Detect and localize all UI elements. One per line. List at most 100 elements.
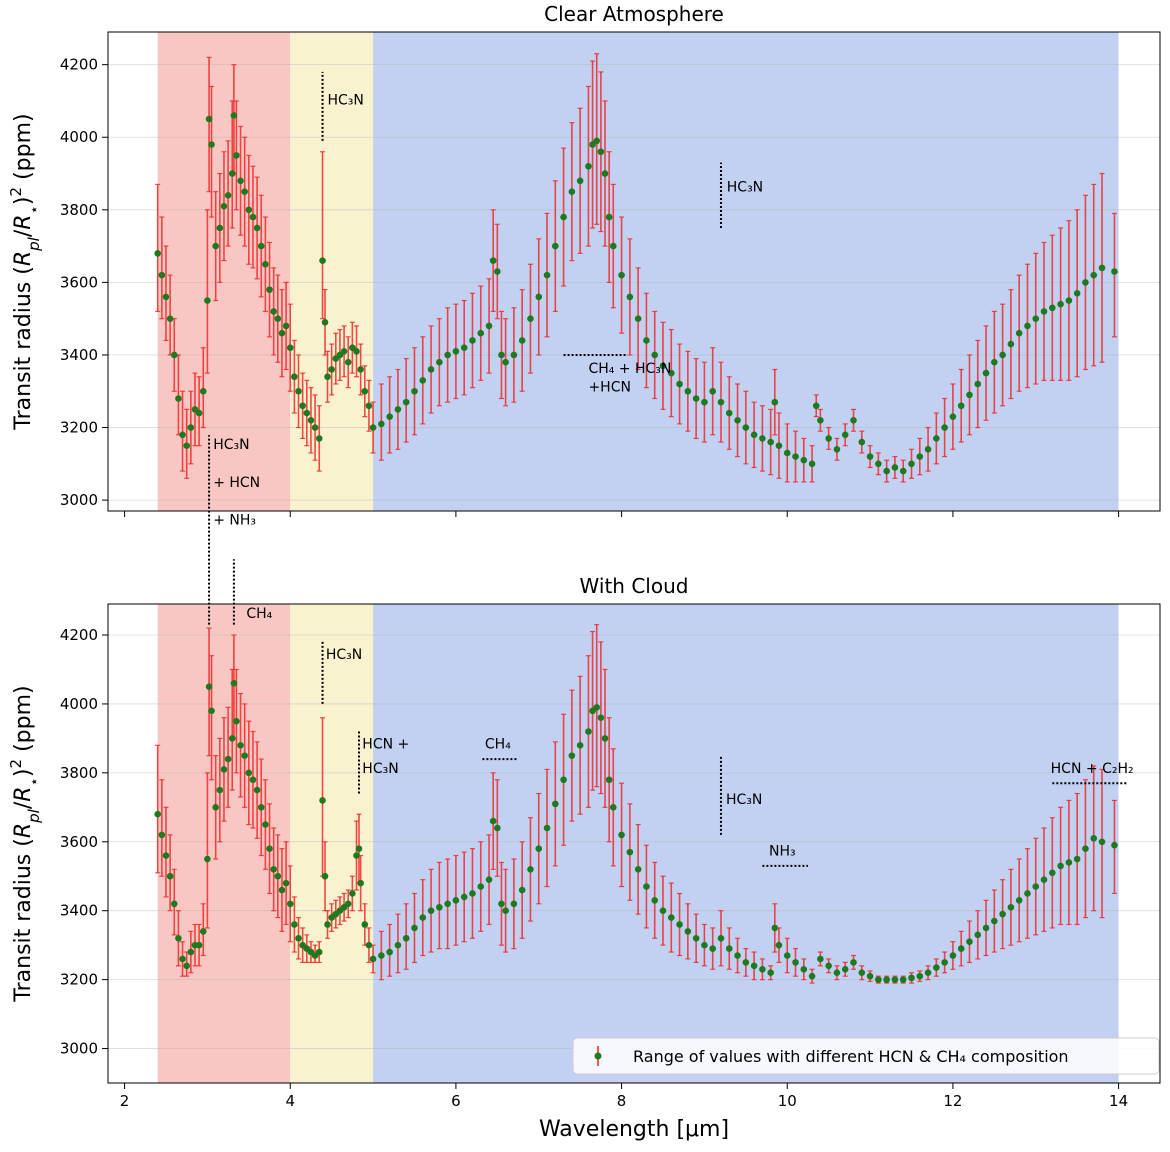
data-point-12 bbox=[204, 297, 211, 304]
data-point-30 bbox=[270, 866, 277, 873]
y-tick-label-5: 4000 bbox=[60, 695, 98, 713]
data-point-89 bbox=[609, 242, 617, 250]
data-point-29 bbox=[266, 845, 273, 852]
y-axis-label: Transit radius (Rpl/R⋆)2 (ppm) bbox=[7, 685, 43, 1002]
data-point-116 bbox=[817, 416, 824, 424]
y-tick-label-2: 3400 bbox=[60, 902, 98, 920]
data-point-38 bbox=[303, 409, 311, 417]
data-point-50 bbox=[349, 890, 356, 897]
data-point-56 bbox=[378, 420, 385, 428]
chart-title: With Cloud bbox=[580, 574, 689, 598]
data-point-82 bbox=[576, 177, 584, 185]
data-point-133 bbox=[957, 945, 965, 952]
legend-label: Range of values with different HCN & CH₄… bbox=[633, 1047, 1069, 1066]
data-point-33 bbox=[282, 322, 290, 330]
data-point-129 bbox=[924, 446, 932, 453]
data-point-76 bbox=[518, 886, 526, 894]
data-point-80 bbox=[552, 800, 559, 808]
data-point-20 bbox=[230, 112, 238, 119]
data-point-43 bbox=[321, 319, 329, 326]
data-point-109 bbox=[771, 398, 779, 406]
data-point-81 bbox=[560, 776, 567, 784]
annotation-label-4: CH₄ bbox=[485, 737, 511, 753]
data-point-56 bbox=[369, 955, 377, 963]
chart-title: Clear Atmosphere bbox=[544, 2, 724, 26]
data-point-8 bbox=[187, 424, 195, 431]
data-point-112 bbox=[783, 952, 791, 959]
data-point-32 bbox=[278, 329, 286, 337]
data-point-72 bbox=[494, 824, 501, 832]
wavelength-band-1 bbox=[290, 604, 374, 1083]
data-point-92 bbox=[634, 315, 642, 322]
wavelength-band-2 bbox=[373, 604, 1119, 1083]
data-point-22 bbox=[237, 741, 244, 749]
annotation-label-6: NH₃ bbox=[769, 844, 796, 860]
data-point-123 bbox=[875, 976, 882, 983]
data-point-21 bbox=[233, 152, 240, 159]
data-point-11 bbox=[199, 387, 207, 395]
data-point-60 bbox=[411, 387, 418, 395]
data-point-71 bbox=[489, 817, 497, 825]
data-point-94 bbox=[643, 883, 650, 890]
data-point-3 bbox=[166, 315, 174, 322]
data-point-93 bbox=[643, 337, 650, 344]
data-point-86 bbox=[593, 704, 601, 711]
data-point-100 bbox=[701, 398, 708, 406]
data-point-102 bbox=[709, 945, 716, 952]
data-point-78 bbox=[543, 271, 551, 279]
data-point-113 bbox=[792, 959, 799, 966]
data-point-13 bbox=[205, 683, 213, 691]
x-tick-label-0: 2 bbox=[120, 1092, 130, 1110]
data-point-126 bbox=[899, 976, 907, 983]
data-point-127 bbox=[908, 460, 915, 468]
data-point-44 bbox=[324, 921, 331, 928]
data-point-120 bbox=[850, 959, 857, 966]
data-point-88 bbox=[601, 735, 609, 742]
data-point-57 bbox=[378, 952, 385, 959]
data-point-124 bbox=[883, 976, 890, 983]
y-tick-label-1: 3200 bbox=[60, 419, 98, 437]
data-point-74 bbox=[510, 351, 518, 359]
data-point-119 bbox=[841, 965, 849, 973]
annotation-label-2-line2: +HCN bbox=[588, 379, 631, 395]
data-point-32 bbox=[278, 886, 286, 894]
y-tick-label-5: 4000 bbox=[60, 128, 98, 146]
data-point-148 bbox=[1082, 279, 1089, 286]
x-tick-label-6: 14 bbox=[1109, 1092, 1128, 1110]
data-point-10 bbox=[195, 941, 203, 949]
data-point-98 bbox=[684, 387, 692, 395]
data-point-89 bbox=[605, 776, 613, 784]
data-point-21 bbox=[233, 717, 240, 725]
data-point-139 bbox=[1007, 903, 1015, 911]
data-point-129 bbox=[924, 969, 932, 977]
data-point-122 bbox=[866, 972, 874, 980]
annotation-label-5: HC₃N bbox=[726, 792, 762, 808]
data-point-117 bbox=[825, 435, 832, 442]
data-point-61 bbox=[419, 377, 427, 384]
data-point-144 bbox=[1049, 304, 1056, 312]
data-point-137 bbox=[991, 358, 998, 366]
data-point-151 bbox=[1111, 841, 1118, 849]
wavelength-band-1 bbox=[290, 32, 374, 511]
data-point-100 bbox=[692, 934, 700, 942]
data-point-130 bbox=[933, 435, 940, 442]
wavelength-band-0 bbox=[157, 604, 291, 1083]
data-point-25 bbox=[249, 213, 257, 221]
y-tick-label-6: 4200 bbox=[60, 626, 98, 644]
annotation-label-2: HC₃N bbox=[326, 647, 362, 663]
data-point-94 bbox=[651, 351, 659, 359]
data-point-140 bbox=[1015, 329, 1023, 337]
y-tick-label-3: 3600 bbox=[60, 833, 98, 851]
data-point-111 bbox=[783, 449, 791, 457]
data-point-147 bbox=[1073, 289, 1081, 297]
data-point-73 bbox=[502, 358, 509, 366]
data-point-27 bbox=[257, 242, 265, 250]
data-point-144 bbox=[1049, 869, 1056, 877]
data-point-123 bbox=[875, 460, 882, 468]
data-point-140 bbox=[1015, 897, 1023, 904]
data-point-85 bbox=[593, 137, 601, 145]
y-tick-label-0: 3000 bbox=[60, 491, 98, 509]
data-point-126 bbox=[899, 467, 907, 475]
legend-box bbox=[572, 1037, 1160, 1075]
data-point-66 bbox=[460, 344, 468, 352]
